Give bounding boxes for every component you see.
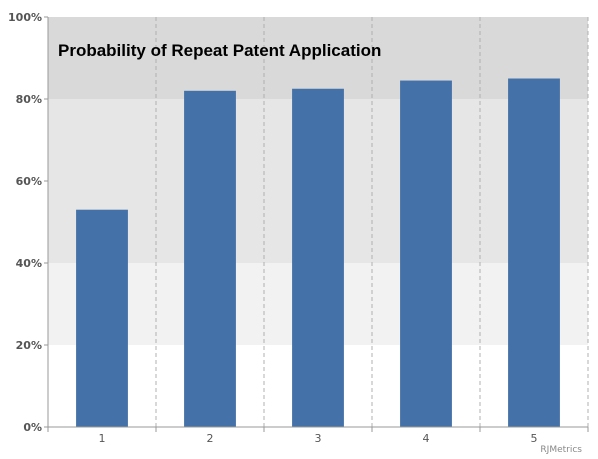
x-tick-label: 1 xyxy=(99,432,106,445)
bar-1 xyxy=(76,209,128,427)
bar-3 xyxy=(292,88,344,427)
vertical-gridlines xyxy=(155,17,589,427)
x-tick-label: 2 xyxy=(207,432,214,445)
y-tick-label: 40% xyxy=(16,257,42,270)
y-tick-label: 80% xyxy=(16,93,42,106)
bar-4 xyxy=(400,80,452,428)
y-tick-label: 0% xyxy=(23,421,42,434)
bar-2 xyxy=(184,90,236,428)
x-tick-label: 4 xyxy=(423,432,430,445)
axes xyxy=(47,17,588,428)
x-tick-label: 5 xyxy=(531,432,538,445)
bar-5 xyxy=(508,78,560,427)
y-tick-label: 100% xyxy=(8,11,42,24)
y-tick-label: 20% xyxy=(16,339,42,352)
chart-title: Probability of Repeat Patent Application xyxy=(58,41,381,60)
y-tick-label: 60% xyxy=(16,175,42,188)
x-axis-ticks: 1 2 3 4 5 xyxy=(47,427,589,445)
watermark-text: RJMetrics xyxy=(540,445,582,455)
y-axis-ticks: 0% 20% 40% 60% 80% 100% xyxy=(8,11,48,434)
x-tick-label: 3 xyxy=(315,432,322,445)
bars xyxy=(76,78,560,428)
background-band xyxy=(48,17,588,99)
